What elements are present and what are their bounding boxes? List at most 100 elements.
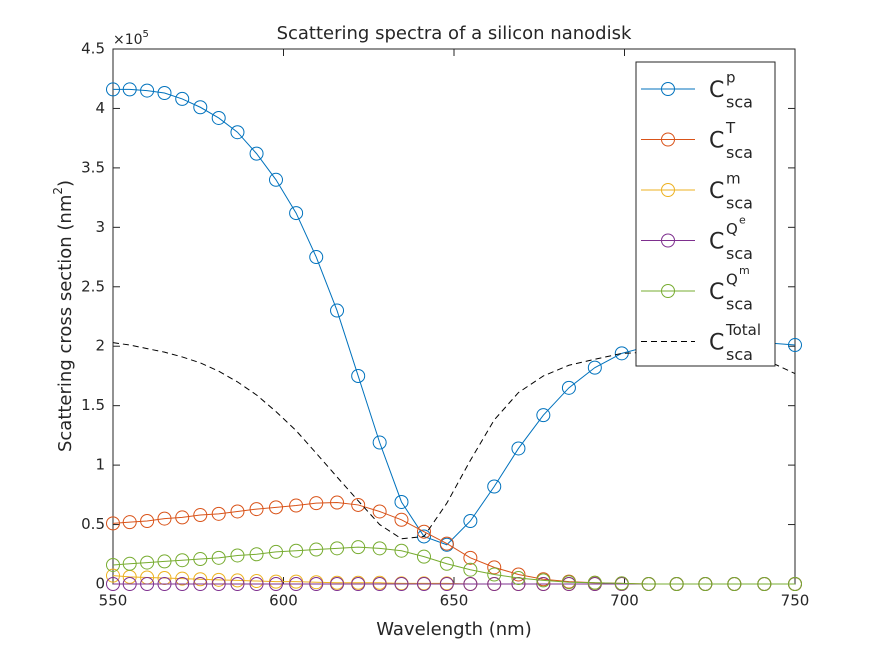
- legend-label: C: [709, 280, 724, 305]
- y-tick-label: 3.5: [81, 158, 105, 176]
- data-point: [757, 577, 772, 591]
- y-tick-label: 1.5: [81, 396, 105, 414]
- legend-superscript: m: [726, 170, 741, 188]
- x-tick-label: 700: [610, 592, 639, 610]
- data-point: [351, 540, 366, 555]
- data-point: [268, 544, 283, 559]
- legend-box: [635, 61, 776, 367]
- data-point: [230, 548, 245, 563]
- data-point: [463, 550, 478, 565]
- legend-marker: [661, 284, 675, 298]
- data-point: [511, 567, 526, 582]
- legend-superscript: Q: [726, 220, 738, 238]
- data-point: [698, 577, 713, 591]
- legend-marker: [661, 82, 675, 96]
- data-point: [511, 441, 526, 456]
- data-point: [788, 338, 802, 353]
- data-point: [249, 547, 264, 562]
- data-point: [230, 577, 245, 591]
- data-point: [561, 575, 576, 590]
- data-point: [309, 250, 324, 265]
- data-point: [439, 556, 454, 571]
- data-point: [175, 510, 190, 525]
- data-point: [122, 577, 137, 591]
- legend-subscript: sca: [726, 244, 753, 263]
- y-axis-label-superscript: 2: [51, 187, 65, 195]
- data-point: [330, 303, 345, 318]
- y-tick-label: 2.5: [81, 277, 105, 295]
- data-point: [463, 562, 478, 577]
- data-point: [249, 577, 264, 591]
- data-point: [193, 508, 208, 523]
- legend-label: C: [709, 331, 724, 356]
- legend-superscript2: e: [739, 214, 746, 227]
- data-point: [587, 575, 602, 590]
- data-point: [157, 577, 172, 591]
- data-point: [394, 543, 409, 558]
- data-point: [487, 560, 502, 575]
- data-point: [309, 496, 324, 511]
- y-axis-label: Scattering cross section (nm2): [51, 180, 77, 452]
- data-point: [372, 541, 387, 556]
- data-point: [487, 479, 502, 494]
- y-multiplier: ×105: [113, 29, 149, 48]
- data-point: [330, 541, 345, 556]
- data-point: [106, 82, 120, 97]
- data-point: [268, 500, 283, 515]
- data-point: [416, 529, 431, 544]
- data-point: [175, 571, 190, 586]
- data-point: [416, 524, 431, 539]
- y-tick-label: 3: [95, 218, 105, 236]
- legend-marker: [661, 233, 675, 248]
- legend-subscript: sca: [726, 295, 753, 314]
- legend-marker: [661, 183, 675, 197]
- data-point: [351, 368, 366, 383]
- data-point: [511, 571, 526, 586]
- data-point: [394, 512, 409, 527]
- data-point: [211, 577, 226, 591]
- data-point: [211, 572, 226, 587]
- data-point: [122, 82, 137, 97]
- data-point: [122, 556, 137, 571]
- data-point: [330, 577, 345, 591]
- data-point: [463, 577, 478, 591]
- y-tick-label: 4: [95, 99, 105, 117]
- data-point: [140, 577, 155, 591]
- legend-superscript: Q: [726, 271, 738, 289]
- data-point: [511, 577, 526, 591]
- data-point: [487, 567, 502, 582]
- y-tick-label: 1: [95, 456, 105, 474]
- legend-superscript: T: [725, 119, 736, 137]
- data-point: [193, 552, 208, 567]
- legend-marker: [661, 132, 675, 147]
- data-point: [157, 554, 172, 569]
- data-point: [289, 206, 304, 221]
- legend-superscript: Total: [725, 321, 761, 339]
- data-point: [372, 435, 387, 450]
- data-point: [268, 577, 283, 591]
- x-tick-label: 650: [440, 592, 469, 610]
- data-point: [289, 577, 304, 591]
- x-axis-label: Wavelength (nm): [376, 619, 532, 640]
- data-point: [394, 494, 409, 509]
- data-point: [669, 577, 684, 591]
- y-multiplier-base: ×10: [113, 32, 143, 48]
- data-point: [536, 573, 551, 588]
- legend-subscript: sca: [726, 143, 753, 162]
- data-point: [587, 360, 602, 375]
- y-tick-label: 2: [95, 337, 105, 355]
- data-point: [351, 577, 366, 591]
- data-point: [463, 513, 478, 528]
- legend-label: C: [709, 78, 724, 103]
- data-point: [193, 100, 208, 115]
- data-point: [106, 516, 120, 531]
- data-point: [140, 83, 155, 98]
- series-line: [112, 546, 795, 585]
- legend-subscript: sca: [726, 194, 753, 213]
- data-point: [372, 577, 387, 591]
- data-point: [788, 577, 802, 591]
- data-point: [249, 502, 264, 517]
- data-point: [230, 125, 245, 140]
- data-point: [106, 577, 120, 591]
- data-point: [268, 172, 283, 187]
